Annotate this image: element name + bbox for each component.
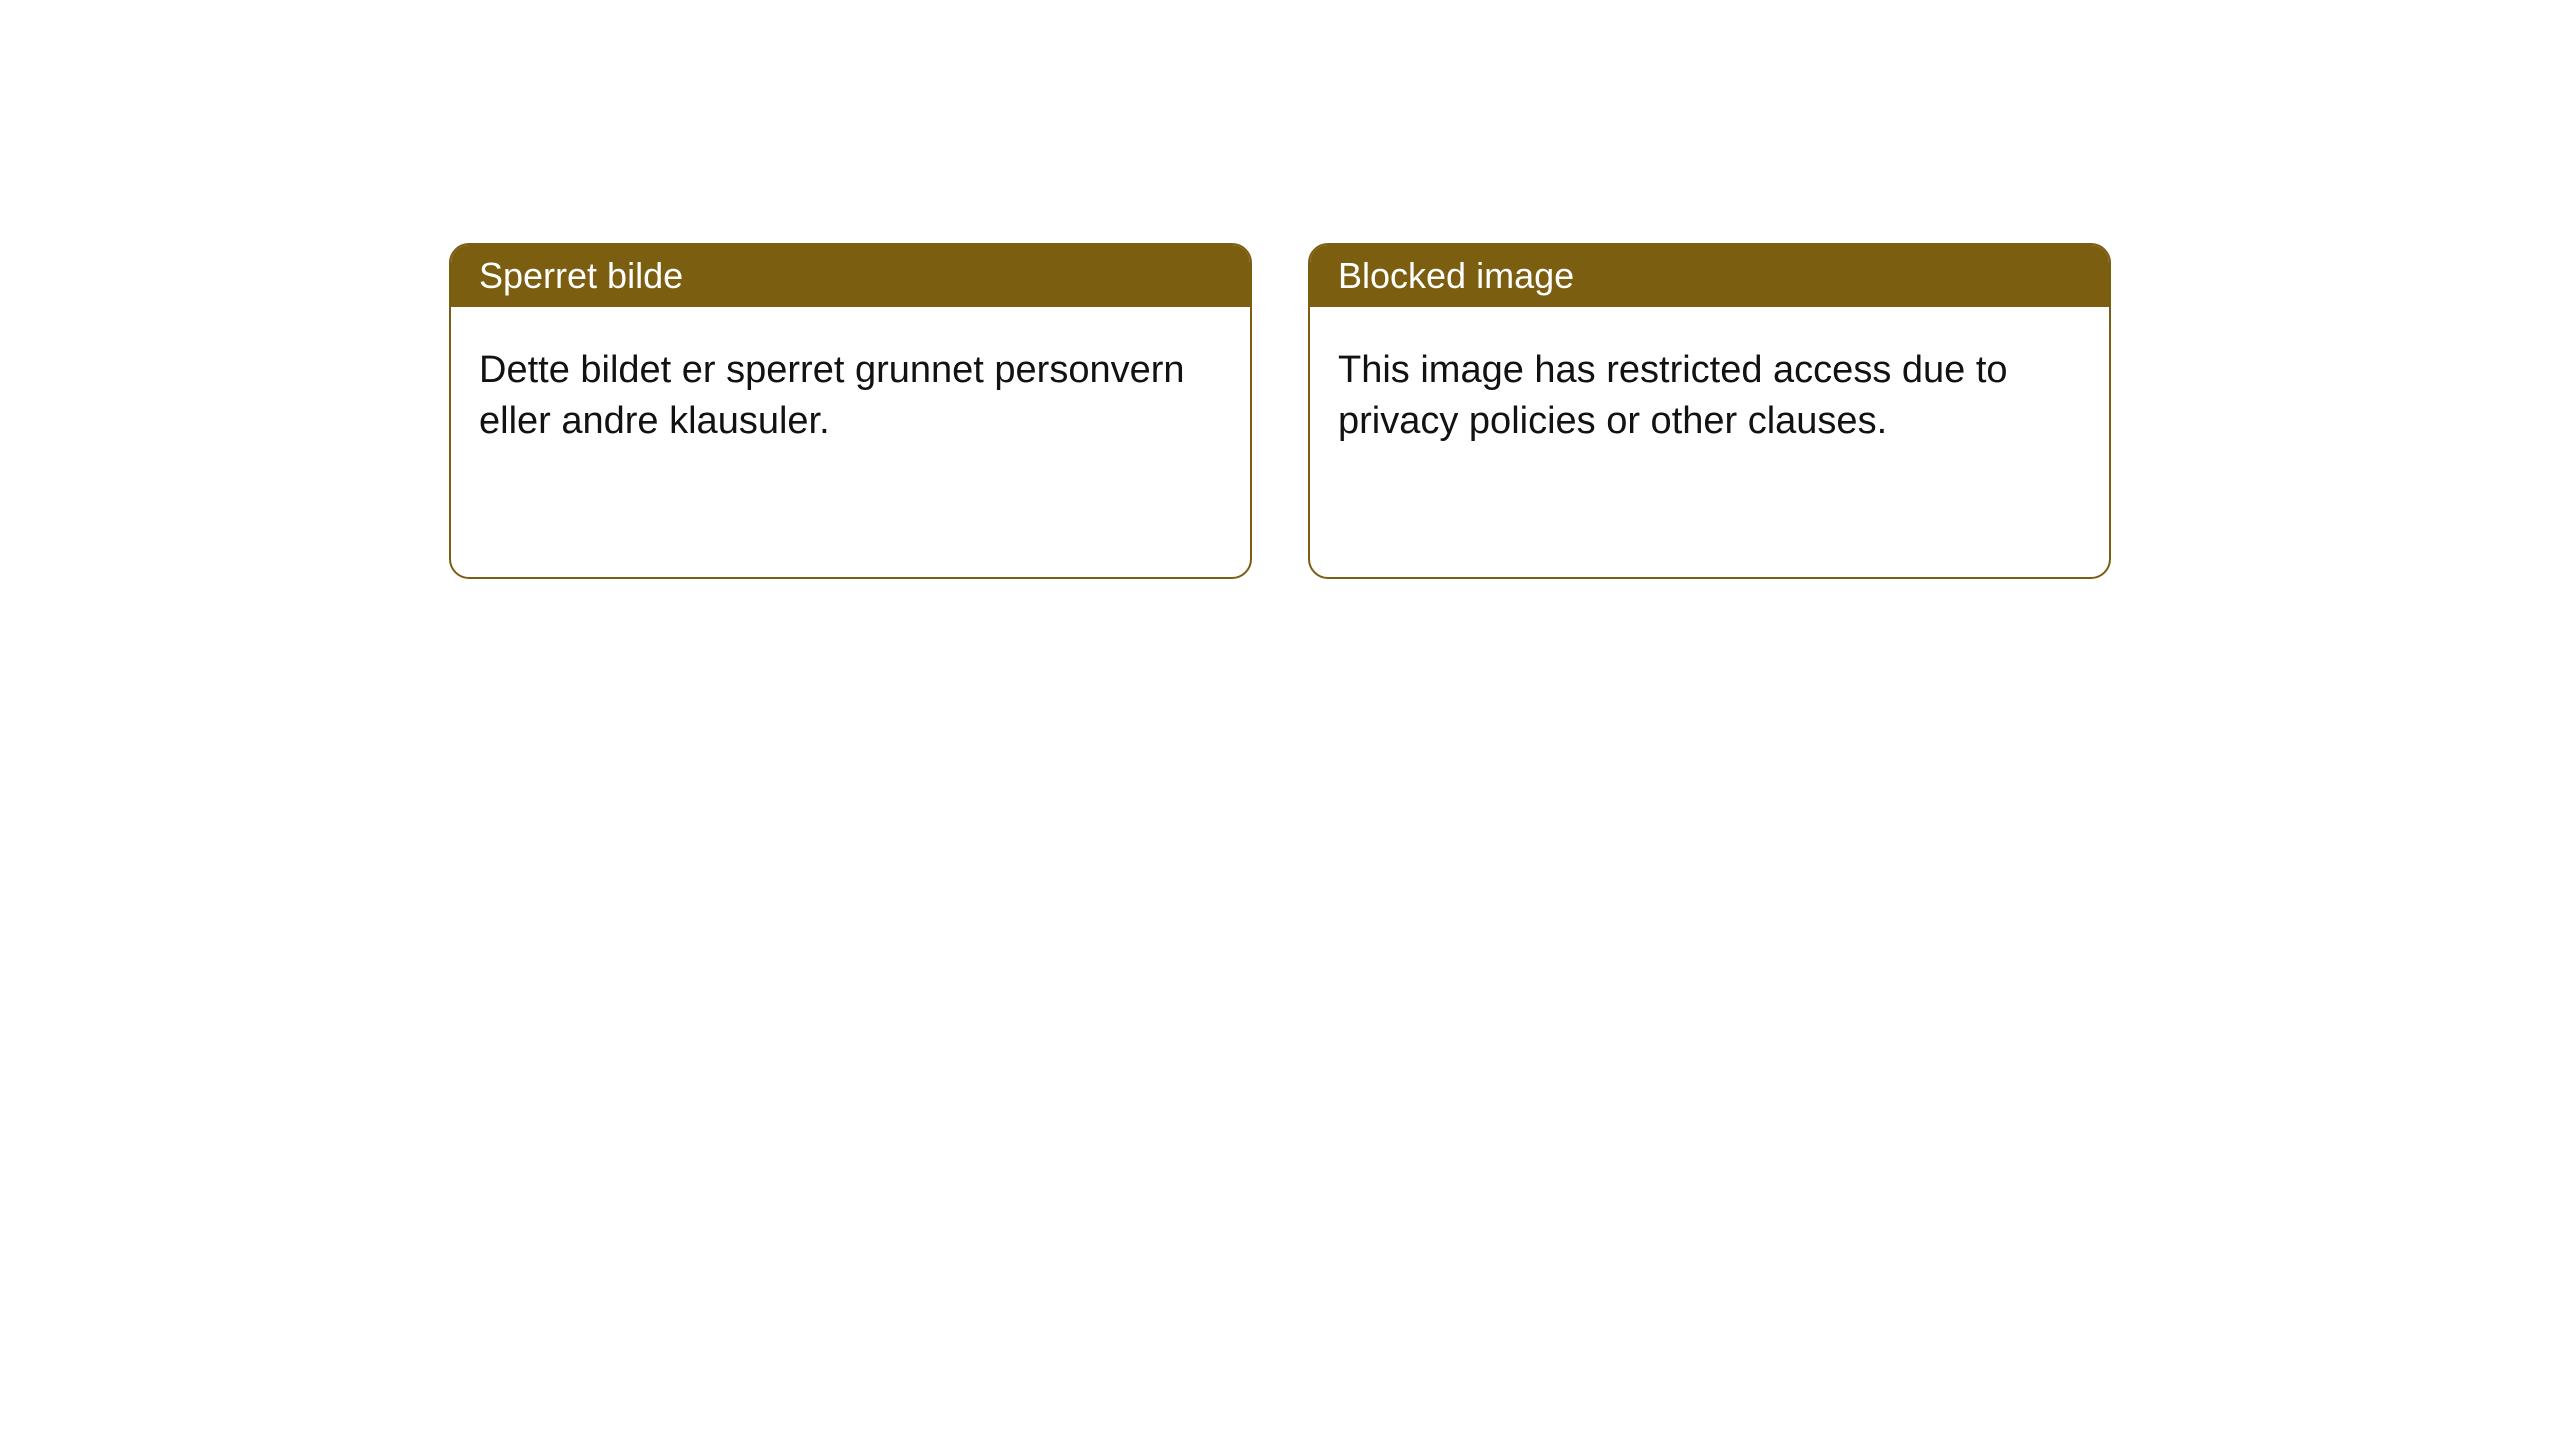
notice-card-title: Blocked image <box>1310 245 2109 307</box>
notice-container: Sperret bilde Dette bildet er sperret gr… <box>0 0 2560 579</box>
notice-card-body: This image has restricted access due to … <box>1310 307 2109 486</box>
notice-card-english: Blocked image This image has restricted … <box>1308 243 2111 579</box>
notice-card-title: Sperret bilde <box>451 245 1250 307</box>
notice-card-body: Dette bildet er sperret grunnet personve… <box>451 307 1250 486</box>
notice-card-norwegian: Sperret bilde Dette bildet er sperret gr… <box>449 243 1252 579</box>
